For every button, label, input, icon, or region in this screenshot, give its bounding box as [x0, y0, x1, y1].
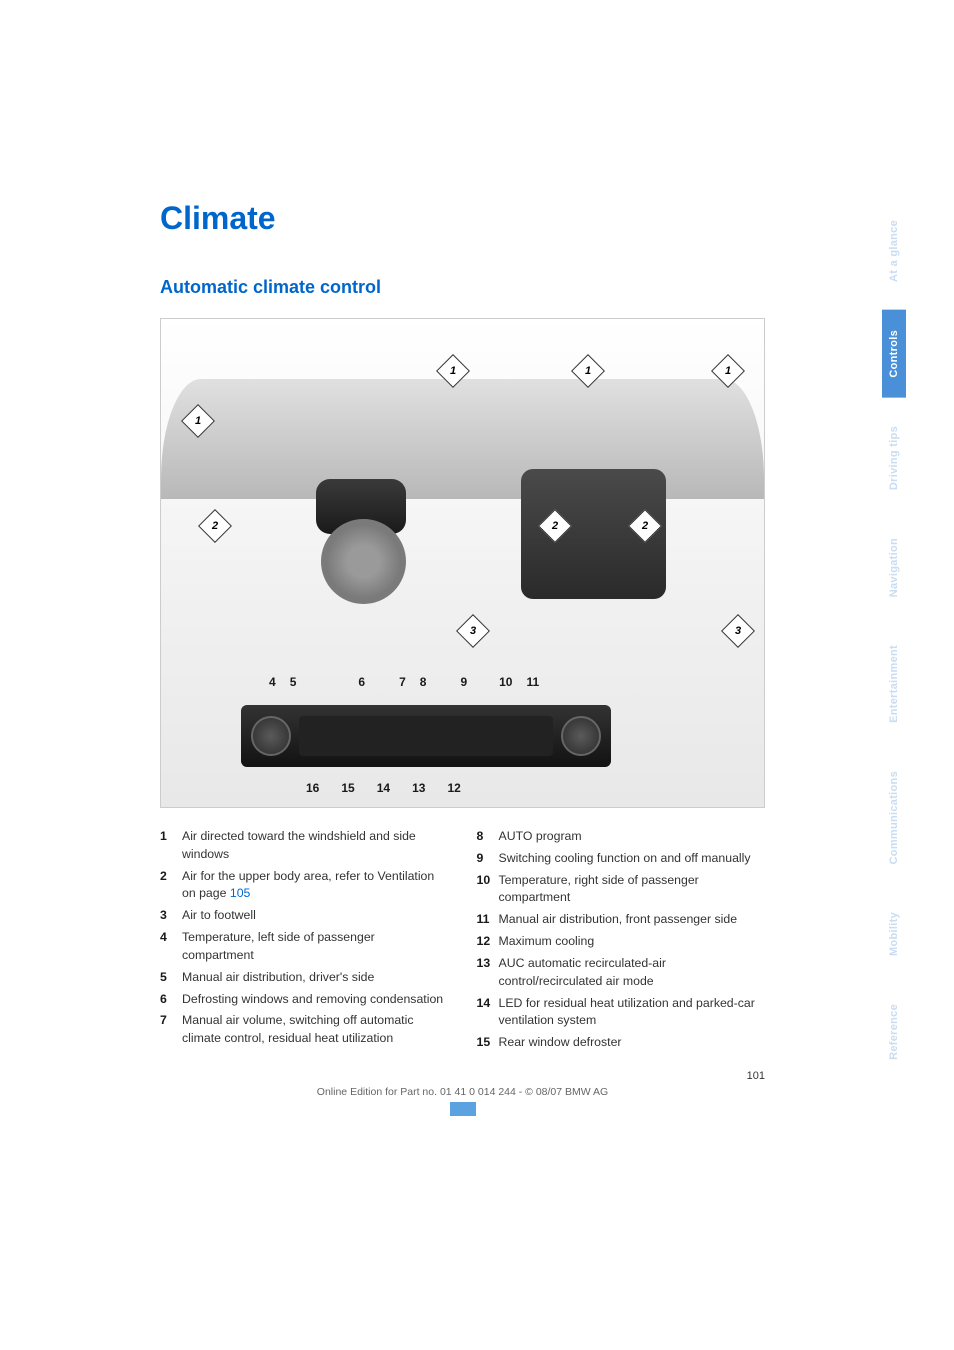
callout-5: 5 [290, 675, 297, 689]
left-temp-dial [251, 716, 291, 756]
page-title: Climate [160, 200, 864, 237]
callout-9: 9 [460, 675, 467, 689]
section-subtitle: Automatic climate control [160, 277, 864, 298]
callout-arrow-3a: 3 [456, 614, 490, 648]
footer-marker [160, 1102, 765, 1116]
side-tab-communications[interactable]: Communications [882, 751, 906, 884]
legend-item-text: Temperature, left side of passenger comp… [182, 929, 449, 965]
legend-item-number: 13 [477, 955, 499, 991]
legend-item: 9Switching cooling function on and off m… [477, 848, 766, 870]
callout-10: 10 [499, 675, 512, 689]
right-temp-dial [561, 716, 601, 756]
legend-item-text: Air for the upper body area, refer to Ve… [182, 868, 449, 904]
side-tab-mobility[interactable]: Mobility [882, 892, 906, 976]
side-tabs: At a glance Controls Driving tips Navigatio… [882, 200, 906, 1080]
legend-item-text: AUC automatic recirculated-air control/r… [499, 955, 766, 991]
dashboard-surface [161, 379, 764, 499]
legend-item: 1Air directed toward the windshield and … [160, 826, 449, 866]
legend-item-text: AUTO program [499, 828, 766, 846]
callout-15: 15 [341, 781, 354, 795]
legend-item-number: 4 [160, 929, 182, 965]
legend-item-number: 9 [477, 850, 499, 868]
legend-item: 6Defrosting windows and removing condens… [160, 989, 449, 1011]
legend-item-number: 15 [477, 1034, 499, 1052]
legend-item: 14LED for residual heat utilization and … [477, 993, 766, 1033]
callout-4: 4 [269, 675, 276, 689]
legend-item-text: Manual air distribution, driver's side [182, 969, 449, 987]
callout-12: 12 [447, 781, 460, 795]
legend-item-text: Rear window defroster [499, 1034, 766, 1052]
callout-13: 13 [412, 781, 425, 795]
callout-arrow-3b: 3 [721, 614, 755, 648]
callout-8: 8 [420, 675, 427, 689]
legend-item-number: 6 [160, 991, 182, 1009]
callout-row-top: 4 5 6 7 8 9 10 11 [269, 675, 539, 689]
legend-item-number: 10 [477, 872, 499, 908]
legend-item-text: Air directed toward the windshield and s… [182, 828, 449, 864]
legend-item-number: 5 [160, 969, 182, 987]
legend-item-number: 7 [160, 1012, 182, 1048]
side-tab-navigation[interactable]: Navigation [882, 518, 906, 617]
legend-item-number: 12 [477, 933, 499, 951]
steering-wheel [321, 519, 406, 604]
legend-item: 15Rear window defroster [477, 1032, 766, 1054]
legend-item-text: LED for residual heat utilization and pa… [499, 995, 766, 1031]
footer-text: Online Edition for Part no. 01 41 0 014 … [160, 1086, 765, 1098]
legend-item: 3Air to footwell [160, 905, 449, 927]
callout-14: 14 [377, 781, 390, 795]
callout-7: 7 [399, 675, 406, 689]
legend-item-number: 8 [477, 828, 499, 846]
side-tab-at-a-glance[interactable]: At a glance [882, 200, 906, 302]
callout-6: 6 [358, 675, 365, 689]
legend-item-text: Temperature, right side of passenger com… [499, 872, 766, 908]
side-tab-controls[interactable]: Controls [882, 310, 906, 398]
legend-item-text: Air to footwell [182, 907, 449, 925]
legend-item-number: 2 [160, 868, 182, 904]
legend-item: 12Maximum cooling [477, 931, 766, 953]
legend-item-text: Defrosting windows and removing condensa… [182, 991, 449, 1009]
climate-buttons [299, 716, 553, 756]
legend-columns: 1Air directed toward the windshield and … [160, 826, 765, 1054]
legend-left-col: 1Air directed toward the windshield and … [160, 826, 449, 1054]
legend-item: 7Manual air volume, switching off automa… [160, 1010, 449, 1050]
legend-item-number: 11 [477, 911, 499, 929]
legend-item-text: Manual air volume, switching off automat… [182, 1012, 449, 1048]
legend-item: 5Manual air distribution, driver's side [160, 967, 449, 989]
page-xref-link[interactable]: 105 [230, 886, 251, 900]
callout-arrow-2a: 2 [198, 509, 232, 543]
climate-control-panel [241, 705, 611, 767]
callout-row-bottom: 16 15 14 13 12 [306, 781, 461, 795]
legend-item-text: Switching cooling function on and off ma… [499, 850, 766, 868]
legend-item-text: Maximum cooling [499, 933, 766, 951]
legend-item-number: 14 [477, 995, 499, 1031]
page-number: 101 [160, 1070, 765, 1082]
callout-16: 16 [306, 781, 319, 795]
legend-item-number: 1 [160, 828, 182, 864]
legend-item: 10Temperature, right side of passenger c… [477, 870, 766, 910]
legend-item: 4Temperature, left side of passenger com… [160, 927, 449, 967]
legend-item: 8AUTO program [477, 826, 766, 848]
legend-item: 13AUC automatic recirculated-air control… [477, 953, 766, 993]
side-tab-driving-tips[interactable]: Driving tips [882, 406, 906, 510]
climate-diagram: 1 1 1 1 2 2 2 3 3 4 5 6 7 8 9 10 11 16 1… [160, 318, 765, 808]
legend-right-col: 8AUTO program9Switching cooling function… [477, 826, 766, 1054]
side-tab-reference[interactable]: Reference [882, 984, 906, 1080]
legend-item-text: Manual air distribution, front passenger… [499, 911, 766, 929]
side-tab-entertainment[interactable]: Entertainment [882, 625, 906, 743]
legend-item-number: 3 [160, 907, 182, 925]
legend-item: 11Manual air distribution, front passeng… [477, 909, 766, 931]
callout-11: 11 [526, 675, 539, 689]
legend-item: 2Air for the upper body area, refer to V… [160, 866, 449, 906]
